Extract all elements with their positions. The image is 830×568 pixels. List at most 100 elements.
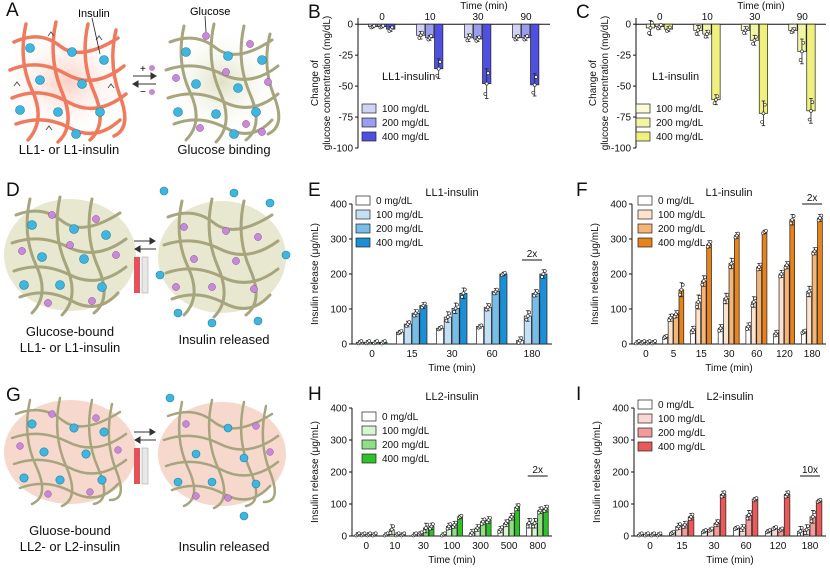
y-tick-label: 400 (330, 200, 347, 211)
data-point (479, 323, 484, 328)
data-point (453, 306, 458, 311)
data-point (722, 300, 727, 304)
data-point (697, 295, 702, 299)
data-point (812, 510, 817, 515)
legend-label: 200 mg/dL (376, 224, 424, 235)
legend-swatch (361, 117, 377, 128)
data-point (745, 25, 749, 30)
x-tick-label: 500 (501, 541, 518, 552)
bar (719, 494, 727, 537)
schematic-a: Insulin + − Glucose (0, 6, 286, 144)
y-tick-label: 0 (621, 340, 627, 351)
data-point (442, 531, 447, 536)
data-point (811, 515, 815, 519)
bar (778, 273, 785, 345)
glucose-stack-g (134, 447, 149, 485)
data-point (420, 30, 424, 35)
y-tick-label: 400 (610, 200, 627, 211)
glucose-dots-a (172, 32, 272, 136)
data-point (527, 310, 531, 315)
legend-label: 400 mg/dL (376, 238, 424, 249)
data-point (751, 41, 755, 46)
x-tick-label: 300 (472, 541, 489, 552)
data-point (754, 35, 758, 39)
data-point (448, 522, 453, 526)
data-point (357, 531, 361, 536)
data-point (701, 279, 706, 283)
fold-annotation: 2x (807, 193, 818, 204)
data-point (735, 525, 740, 529)
data-point (431, 522, 435, 526)
bar (419, 305, 428, 345)
data-point (532, 521, 537, 525)
y-tick-label: 200 (330, 468, 347, 479)
x-tick-label: 100 (444, 541, 461, 552)
chart-title: LL1-insulin (425, 187, 478, 199)
data-point (368, 531, 372, 536)
chart-title: L2-insulin (706, 391, 753, 403)
panel-letter-f: F (576, 180, 588, 201)
data-point (391, 524, 395, 529)
data-point (390, 25, 394, 30)
y-axis-label-group: Insulin release (μg/mL) (592, 421, 603, 523)
glucose-out-icon (149, 89, 155, 95)
data-point (482, 517, 487, 522)
y-axis-label: Insulin release (μg/mL) (592, 421, 603, 523)
caption-d-right: Insulin released (178, 332, 270, 347)
y-tick-label: -100 (611, 144, 631, 155)
data-point (703, 528, 708, 532)
x-tick-label: 30 (749, 12, 761, 23)
y-axis-label-group: Change of glucose concentration (mg/dL) (310, 16, 333, 151)
data-point (790, 217, 795, 222)
panel-letter-e: E (308, 180, 321, 201)
x-tick-label: 800 (529, 541, 546, 552)
caption-g-left: Gluose-bound LL2- or L2-insulin (8, 523, 132, 555)
data-point (444, 318, 449, 323)
y-tick-label: 400 (612, 404, 629, 415)
data-point (696, 28, 700, 33)
data-point (797, 532, 801, 537)
y-axis-label: Insulin release (μg/mL) (310, 223, 321, 325)
glucose-dots-g (16, 410, 122, 498)
data-point (463, 287, 467, 292)
minus-sign: − (140, 87, 146, 98)
legend-label: 0 mg/dL (658, 196, 695, 207)
data-point (505, 519, 510, 523)
data-point (716, 519, 721, 523)
fold-annotation: 2x (532, 465, 543, 476)
data-point (642, 339, 647, 343)
data-point (650, 20, 654, 25)
data-point (805, 293, 810, 297)
data-point (807, 117, 812, 122)
data-point (461, 291, 466, 296)
data-point (639, 531, 644, 536)
data-point (814, 247, 818, 251)
data-point (415, 308, 419, 313)
x-tick-label: 60 (740, 541, 752, 552)
legend-label: 200 mg/dL (382, 440, 430, 451)
release-arrows-g (134, 428, 156, 444)
x-tick-label: 0 (647, 541, 653, 552)
legend-swatch (637, 209, 653, 220)
legend-label: 100 mg/dL (658, 210, 706, 221)
x-tick-label: 10 (424, 12, 436, 23)
data-point (706, 29, 711, 34)
x-tick-label: 10 (389, 541, 401, 552)
x-tick-label: 180 (524, 349, 541, 360)
x-tick-label: 30 (723, 349, 735, 360)
data-point (747, 513, 751, 517)
data-point (789, 221, 793, 226)
y-tick-label: 100 (330, 500, 347, 511)
data-point (780, 526, 785, 531)
data-point (803, 328, 807, 333)
data-point (511, 512, 515, 517)
data-point (722, 490, 727, 494)
legend-label: 100 mg/dL (382, 104, 430, 115)
data-point (646, 531, 650, 536)
y-axis-label: glucose concentration (mg/dL) (600, 16, 611, 151)
data-point (367, 339, 371, 343)
bar (817, 217, 823, 345)
bar (514, 506, 521, 537)
y-tick-label: 0 (625, 20, 631, 31)
